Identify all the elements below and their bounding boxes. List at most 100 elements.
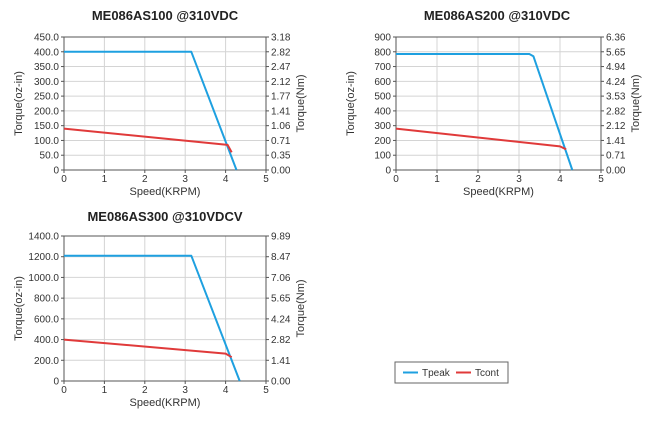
series-line-tcont: [63, 127, 233, 153]
x-tick-label: 5: [598, 174, 604, 185]
y-tick-label: 300: [374, 121, 391, 132]
x-tick-label: 2: [475, 174, 481, 185]
x-tick-label: 5: [263, 385, 269, 396]
y2-tick-label: 2.82: [271, 47, 291, 58]
y-tick-label: 200.0: [34, 106, 59, 117]
y-tick-label: 150.0: [34, 121, 59, 132]
chart-title: ME086AS200 @310VDC: [424, 8, 571, 23]
x-tick-label: 2: [142, 174, 148, 185]
x-tick-label: 2: [142, 385, 148, 396]
chart-title: ME086AS300 @310VDCV: [87, 209, 242, 224]
x-tick-label: 1: [102, 385, 108, 396]
y2-tick-label: 3.53: [606, 92, 626, 103]
y-axis-label: Torque(oz-in): [13, 71, 25, 136]
y2-tick-label: 2.82: [271, 335, 291, 346]
y-tick-label: 1200.0: [28, 252, 59, 263]
legend-box: [394, 361, 509, 384]
y2-tick-label: 1.41: [606, 136, 626, 147]
y2-tick-label: 4.94: [606, 62, 626, 73]
y-tick-label: 350.0: [34, 62, 59, 73]
x-axis-label: Speed(KRPM): [130, 186, 201, 198]
y2-tick-label: 7.06: [271, 273, 291, 284]
x-tick-label: 1: [434, 174, 440, 185]
chart-2: ME086AS200 @310VDC 0 1 2 3 4 5 0 100 200 300 400 500…: [345, 8, 642, 198]
y-tick-label: 300.0: [34, 77, 59, 88]
y2-tick-label: 4.24: [271, 314, 291, 325]
y-axis-label: Torque(oz-in): [345, 71, 357, 136]
y-axis-label: Torque(oz-in): [13, 276, 25, 341]
y2-axis-label: Torque(Nm): [295, 279, 307, 337]
y-tick-label: 400.0: [34, 47, 59, 58]
y-tick-label: 50.0: [40, 151, 60, 162]
x-tick-label: 3: [516, 174, 522, 185]
x-tick-label: 0: [61, 385, 67, 396]
series-line-tpeak: [396, 53, 574, 171]
series-line-tpeak: [64, 254, 241, 382]
y-tick-label: 900: [374, 33, 391, 44]
plot-frame: [395, 36, 602, 171]
chart-title: ME086AS100 @310VDC: [92, 8, 239, 23]
y2-tick-label: 5.65: [606, 47, 626, 58]
legend-label-tcont: Tcont: [475, 368, 499, 379]
y2-tick-label: 0.00: [271, 166, 291, 177]
y-tick-label: 200.0: [34, 356, 59, 367]
y2-tick-label: 2.12: [606, 121, 626, 132]
x-tick-label: 5: [263, 174, 269, 185]
y2-tick-label: 4.24: [606, 77, 626, 88]
y-tick-label: 0: [53, 166, 59, 177]
x-tick-label: 1: [102, 174, 108, 185]
y2-tick-label: 2.12: [271, 77, 291, 88]
y-tick-label: 0: [53, 377, 59, 388]
x-tick-label: 3: [182, 385, 188, 396]
y2-tick-label: 0.71: [271, 136, 291, 147]
y-tick-label: 800.0: [34, 294, 59, 305]
y2-tick-label: 2.82: [606, 106, 626, 117]
y2-tick-label: 1.77: [271, 92, 291, 103]
y-tick-label: 250.0: [34, 92, 59, 103]
y2-tick-label: 0.71: [606, 151, 626, 162]
x-tick-label: 0: [393, 174, 399, 185]
legend: Tpeak Tcont: [394, 361, 509, 384]
y2-tick-label: 2.47: [271, 62, 291, 73]
series-line-tcont: [63, 338, 233, 359]
y-tick-label: 100.0: [34, 136, 59, 147]
x-tick-label: 4: [557, 174, 563, 185]
chart-1: ME086AS100 @310VDC 0 1 2 3 4 5 0 50.0 100.0 150.0 2…: [13, 8, 307, 198]
y2-tick-label: 3.18: [271, 33, 291, 44]
y-tick-label: 0: [385, 166, 391, 177]
y2-tick-label: 1.41: [271, 356, 291, 367]
x-axis-label: Speed(KRPM): [463, 186, 534, 198]
plot-frame: [63, 36, 267, 171]
x-tick-label: 4: [223, 174, 229, 185]
y2-tick-label: 1.06: [271, 121, 291, 132]
y-tick-label: 100: [374, 151, 391, 162]
y2-axis-label: Torque(Nm): [295, 74, 307, 132]
y2-tick-label: 5.65: [271, 294, 291, 305]
y-tick-label: 450.0: [34, 33, 59, 44]
y-tick-label: 700: [374, 62, 391, 73]
y2-axis-label: Torque(Nm): [630, 74, 642, 132]
y2-tick-label: 8.47: [271, 252, 291, 263]
series-line-tpeak: [64, 50, 238, 171]
x-tick-label: 3: [182, 174, 188, 185]
y2-tick-label: 0.00: [606, 166, 626, 177]
y2-tick-label: 1.41: [271, 106, 291, 117]
y-tick-label: 500: [374, 92, 391, 103]
y2-tick-label: 9.89: [271, 232, 291, 243]
y-tick-label: 1400.0: [28, 232, 59, 243]
chart-3: ME086AS300 @310VDCV 0 1 2 3 4 5 0 200.0 400.0 600.…: [13, 209, 307, 409]
y-tick-label: 400: [374, 106, 391, 117]
plot-frame: [63, 235, 267, 382]
y2-tick-label: 0.35: [271, 151, 291, 162]
y-tick-label: 600: [374, 77, 391, 88]
y-tick-label: 400.0: [34, 335, 59, 346]
series-line-tcont: [395, 127, 567, 151]
x-axis-label: Speed(KRPM): [130, 397, 201, 409]
y-tick-label: 1000.0: [28, 273, 59, 284]
legend-label-tpeak: Tpeak: [422, 368, 451, 379]
x-tick-label: 4: [223, 385, 229, 396]
y-tick-label: 200: [374, 136, 391, 147]
y2-tick-label: 0.00: [271, 377, 291, 388]
x-tick-label: 0: [61, 174, 67, 185]
